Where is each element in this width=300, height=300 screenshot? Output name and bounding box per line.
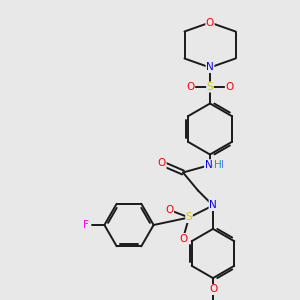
Text: N: N [205, 160, 212, 170]
Text: O: O [225, 82, 234, 92]
Text: N: N [209, 200, 217, 211]
Text: O: O [209, 284, 217, 295]
Text: N: N [206, 62, 214, 73]
Text: F: F [83, 220, 89, 230]
Text: NH: NH [208, 160, 223, 170]
Text: S: S [207, 82, 213, 92]
Text: S: S [186, 212, 192, 223]
Text: H: H [214, 160, 221, 170]
Text: O: O [186, 82, 195, 92]
Text: O: O [206, 17, 214, 28]
Text: O: O [158, 158, 166, 169]
Text: O: O [179, 233, 187, 244]
Text: O: O [165, 205, 174, 215]
